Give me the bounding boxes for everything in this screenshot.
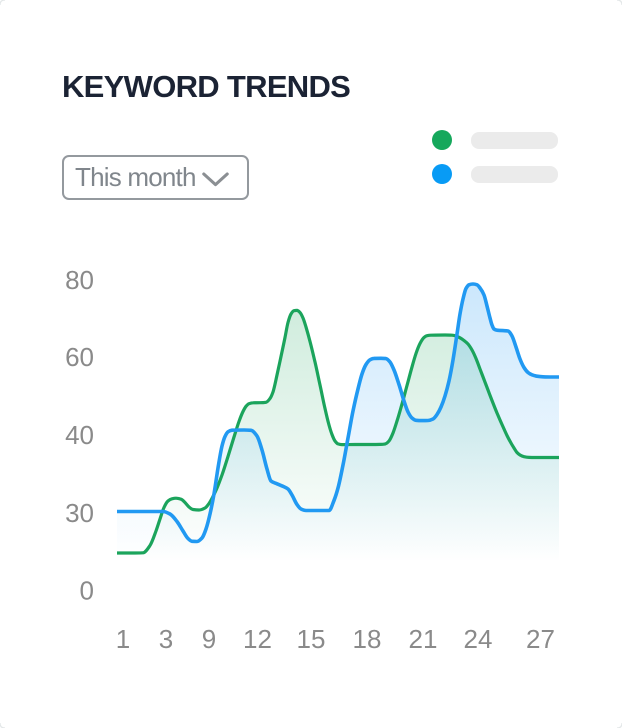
- svg-text:60: 60: [65, 342, 94, 372]
- svg-text:21: 21: [409, 624, 438, 654]
- svg-text:24: 24: [464, 624, 493, 654]
- svg-text:15: 15: [297, 624, 326, 654]
- svg-text:0: 0: [80, 576, 94, 606]
- svg-text:40: 40: [65, 420, 94, 450]
- svg-text:30: 30: [65, 498, 94, 528]
- svg-text:3: 3: [159, 624, 173, 654]
- svg-text:18: 18: [353, 624, 382, 654]
- svg-text:1: 1: [116, 624, 130, 654]
- svg-text:9: 9: [202, 624, 216, 654]
- svg-text:12: 12: [243, 624, 272, 654]
- svg-text:80: 80: [65, 265, 94, 295]
- svg-text:27: 27: [526, 624, 555, 654]
